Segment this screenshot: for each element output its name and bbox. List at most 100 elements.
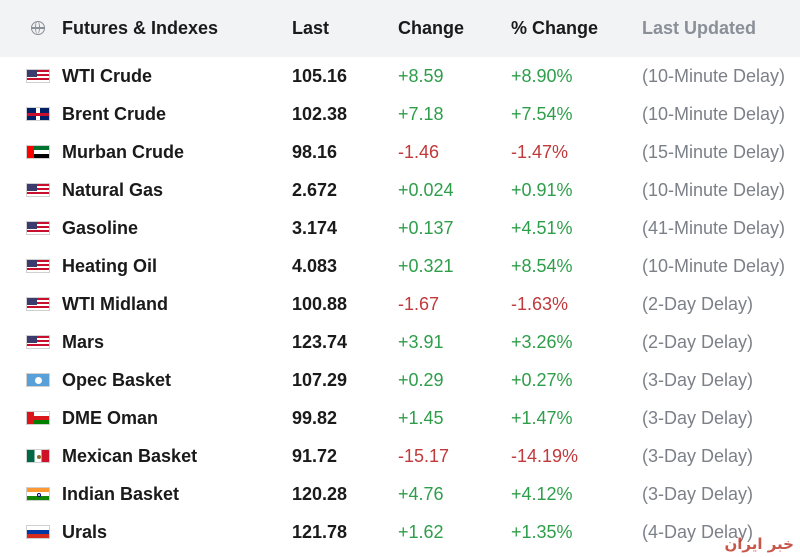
cell-name: Urals: [0, 513, 292, 551]
cell-pct-change: +8.54%: [511, 255, 573, 276]
india-flag-icon: [26, 487, 50, 501]
cell-last: 99.82: [292, 407, 338, 428]
table-header-row: Futures & Indexes Last Change % Change L…: [0, 0, 800, 57]
table-row[interactable]: Natural Gas 2.672 +0.024 +0.91% (10-Minute D…: [0, 171, 800, 209]
table-row[interactable]: Murban Crude 98.16 -1.46 -1.47% (15-Minute D…: [0, 133, 800, 171]
cell-name: DME Oman: [0, 399, 292, 437]
mexico-flag-icon: [26, 449, 50, 463]
table-row[interactable]: Gasoline 3.174 +0.137 +4.51% (41-Minute Dela…: [0, 209, 800, 247]
cell-last: 91.72: [292, 445, 338, 466]
instrument-name-link[interactable]: Natural Gas: [62, 179, 164, 200]
uk-flag-icon: [26, 107, 50, 121]
cell-last-updated: (3-Day Delay): [642, 483, 754, 504]
cell-last-updated: (10-Minute Delay): [642, 103, 786, 124]
table-row[interactable]: Urals 121.78 +1.62 +1.35% (4-Day Delay): [0, 513, 800, 551]
cell-name: Mexican Basket: [0, 437, 292, 475]
cell-pct-change: +1.35%: [511, 521, 573, 542]
instrument-name-link[interactable]: Heating Oil: [62, 255, 158, 276]
cell-pct-change: +3.26%: [511, 331, 573, 352]
table-row[interactable]: WTI Midland 100.88 -1.67 -1.63% (2-Day Delay…: [0, 285, 800, 323]
cell-name: Murban Crude: [0, 133, 292, 171]
cell-change: -1.46: [398, 141, 440, 162]
cell-pct-change: +0.27%: [511, 369, 573, 390]
cell-change: +0.321: [398, 255, 454, 276]
cell-last: 4.083: [292, 255, 338, 276]
table-row[interactable]: Brent Crude 102.38 +7.18 +7.54% (10-Minute D…: [0, 95, 800, 133]
cell-pct-change: +0.91%: [511, 179, 573, 200]
instrument-name-link[interactable]: Mexican Basket: [62, 445, 198, 466]
cell-change: +0.29: [398, 369, 444, 390]
table-row[interactable]: Mars 123.74 +3.91 +3.26% (2-Day Delay): [0, 323, 800, 361]
cell-last-updated: (41-Minute Delay): [642, 217, 786, 238]
instrument-name-link[interactable]: Brent Crude: [62, 103, 167, 124]
cell-name: Mars: [0, 323, 292, 361]
table-row[interactable]: DME Oman 99.82 +1.45 +1.47% (3-Day Delay): [0, 399, 800, 437]
instrument-name-link[interactable]: Mars: [62, 331, 105, 352]
table-row[interactable]: Mexican Basket 91.72 -15.17 -14.19% (3-Day D…: [0, 437, 800, 475]
cell-last-updated: (10-Minute Delay): [642, 179, 786, 200]
table-row[interactable]: WTI Crude 105.16 +8.59 +8.90% (10-Minute Del…: [0, 57, 800, 95]
cell-change: +8.59: [398, 65, 444, 86]
instrument-name-link[interactable]: Opec Basket: [62, 369, 172, 390]
header-last-label: Last: [292, 18, 330, 38]
cell-last: 3.174: [292, 217, 338, 238]
globe-icon: [31, 21, 45, 35]
cell-last-updated: (3-Day Delay): [642, 369, 754, 390]
cell-last: 120.28: [292, 483, 348, 504]
header-name-column[interactable]: Futures & Indexes: [0, 0, 292, 57]
header-pct-change-column[interactable]: % Change: [511, 0, 642, 57]
cell-name: WTI Crude: [0, 57, 292, 95]
instrument-name-link[interactable]: Urals: [62, 521, 108, 542]
cell-change: +7.18: [398, 103, 444, 124]
instrument-name-link[interactable]: Gasoline: [62, 217, 139, 238]
header-change-label: Change: [398, 18, 465, 38]
instrument-name-link[interactable]: DME Oman: [62, 407, 159, 428]
cell-last-updated: (10-Minute Delay): [642, 255, 786, 276]
cell-last-updated: (2-Day Delay): [642, 293, 754, 314]
us-flag-icon: [26, 259, 50, 273]
instrument-name-link[interactable]: WTI Midland: [62, 293, 168, 314]
cell-last: 100.88: [292, 293, 348, 314]
cell-name: Heating Oil: [0, 247, 292, 285]
cell-name: Gasoline: [0, 209, 292, 247]
header-pct-change-label: % Change: [511, 18, 599, 38]
instrument-name-link[interactable]: Murban Crude: [62, 141, 185, 162]
cell-last-updated: (2-Day Delay): [642, 331, 754, 352]
cell-change: +1.45: [398, 407, 444, 428]
header-name-label: Futures & Indexes: [62, 18, 219, 38]
cell-last-updated: (3-Day Delay): [642, 407, 754, 428]
cell-change: -1.67: [398, 293, 440, 314]
instrument-name-link[interactable]: WTI Crude: [62, 65, 152, 86]
table-row[interactable]: Heating Oil 4.083 +0.321 +8.54% (10-Minute D…: [0, 247, 800, 285]
header-last-updated-label: Last Updated: [642, 18, 757, 38]
header-last-updated-column[interactable]: Last Updated: [642, 0, 800, 57]
cell-change: +0.137: [398, 217, 454, 238]
instrument-name-link[interactable]: Indian Basket: [62, 483, 180, 504]
russia-flag-icon: [26, 525, 50, 539]
cell-last: 121.78: [292, 521, 348, 542]
cell-pct-change: +8.90%: [511, 65, 573, 86]
cell-name: Natural Gas: [0, 171, 292, 209]
header-change-column[interactable]: Change: [398, 0, 511, 57]
cell-name: Indian Basket: [0, 475, 292, 513]
cell-last-updated: (3-Day Delay): [642, 445, 754, 466]
cell-change: -15.17: [398, 445, 450, 466]
cell-last: 2.672: [292, 179, 338, 200]
cell-name: Opec Basket: [0, 361, 292, 399]
oman-flag-icon: [26, 411, 50, 425]
cell-last-updated: (10-Minute Delay): [642, 65, 786, 86]
cell-pct-change: +4.12%: [511, 483, 573, 504]
cell-name: Brent Crude: [0, 95, 292, 133]
cell-pct-change: +1.47%: [511, 407, 573, 428]
us-flag-icon: [26, 69, 50, 83]
opec-flag-icon: [26, 373, 50, 387]
us-flag-icon: [26, 183, 50, 197]
table-row[interactable]: Indian Basket 120.28 +4.76 +4.12% (3-Day Del…: [0, 475, 800, 513]
cell-last: 107.29: [292, 369, 348, 390]
cell-last: 105.16: [292, 65, 348, 86]
cell-pct-change: +4.51%: [511, 217, 573, 238]
cell-change: +0.024: [398, 179, 454, 200]
table-row[interactable]: Opec Basket 107.29 +0.29 +0.27% (3-Day Delay…: [0, 361, 800, 399]
header-last-column[interactable]: Last: [292, 0, 398, 57]
